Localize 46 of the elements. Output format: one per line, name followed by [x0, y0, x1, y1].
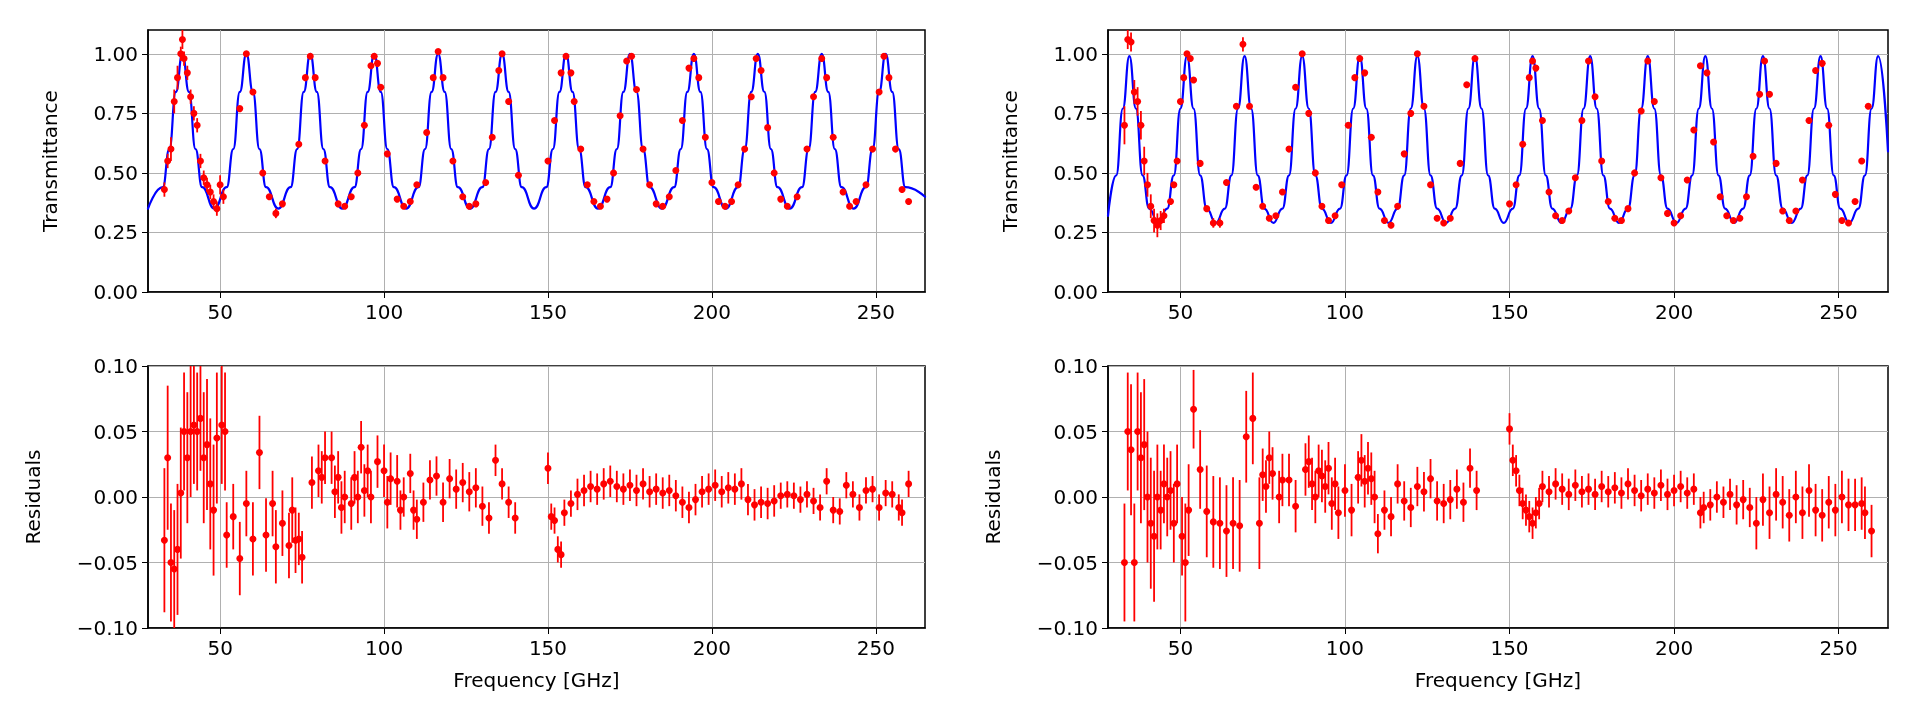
x-tick-label: 150: [528, 636, 568, 660]
y-axis-title: Transmittance: [998, 90, 1022, 233]
y-axis-title: Residuals: [21, 449, 45, 545]
y-tick-label: 0.25: [93, 220, 138, 245]
y-tick-label: 0.10: [1053, 354, 1098, 378]
x-tick-label: 100: [1325, 300, 1365, 324]
x-tick-label: 250: [1819, 636, 1858, 660]
y-tick-label: −0.10: [76, 616, 138, 640]
y-tick-label: 0.75: [93, 101, 138, 126]
y-tick-label: 1.00: [1053, 41, 1098, 66]
x-axis-title: Frequency [GHz]: [1414, 668, 1582, 692]
y-axis-title: Transmittance: [38, 90, 62, 233]
y-tick-label: 0.05: [93, 419, 138, 444]
x-tick-label: 100: [364, 636, 404, 660]
x-tick-label: 50: [207, 300, 233, 324]
x-tick-label: 100: [1325, 636, 1365, 660]
x-tick-label: 150: [528, 300, 568, 324]
y-tick-label: 0.50: [1053, 160, 1098, 185]
y-axis-title: Residuals: [981, 449, 1005, 545]
x-tick-label: 200: [692, 636, 731, 660]
x-tick-label: 200: [692, 300, 731, 324]
y-tick-label: 0.00: [1053, 485, 1098, 509]
y-tick-label: 0.50: [93, 160, 138, 185]
x-tick-label: 50: [1167, 636, 1194, 660]
y-tick-label: 0.10: [93, 354, 138, 378]
x-axis-title: Frequency [GHz]: [453, 668, 620, 692]
x-tick-label: 250: [1819, 300, 1858, 324]
x-tick-label: 250: [856, 300, 895, 324]
x-tick-label: 200: [1654, 636, 1694, 660]
y-tick-label: −0.10: [1036, 616, 1098, 640]
y-tick-label: −0.05: [76, 550, 138, 575]
x-tick-label: 100: [364, 300, 404, 324]
x-tick-label: 50: [1167, 300, 1194, 324]
y-tick-label: 0.00: [93, 280, 138, 304]
x-tick-label: 250: [856, 636, 895, 660]
y-tick-label: −0.05: [1036, 550, 1098, 575]
x-tick-label: 50: [207, 636, 233, 660]
y-tick-label: 1.00: [93, 41, 138, 66]
x-tick-label: 150: [1490, 300, 1529, 324]
y-tick-label: 0.00: [93, 485, 138, 509]
x-tick-label: 150: [1490, 636, 1529, 660]
y-tick-label: 0.00: [1053, 280, 1098, 304]
y-tick-label: 0.75: [1053, 101, 1098, 126]
x-tick-label: 200: [1654, 300, 1694, 324]
y-tick-label: 0.25: [1053, 220, 1098, 245]
y-tick-label: 0.05: [1053, 419, 1098, 444]
